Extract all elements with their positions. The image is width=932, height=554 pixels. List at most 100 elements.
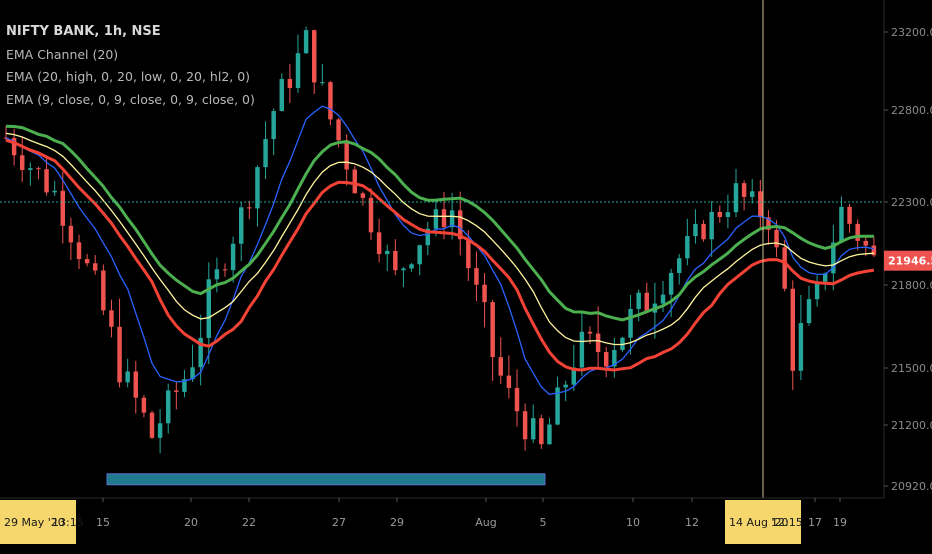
candle-body[interactable] <box>214 269 220 280</box>
candle-body[interactable] <box>19 155 25 170</box>
candle-body[interactable] <box>409 264 414 269</box>
candle-body[interactable] <box>109 310 114 327</box>
candle-body[interactable] <box>660 294 666 304</box>
candle-body[interactable] <box>758 191 763 218</box>
symbol-title[interactable]: NIFTY BANK, 1h, NSE <box>6 24 161 39</box>
candle-body[interactable] <box>141 397 147 413</box>
candle-body[interactable] <box>871 245 877 256</box>
candle-body[interactable] <box>28 168 33 170</box>
candle-body[interactable] <box>247 207 252 209</box>
candle-body[interactable] <box>474 268 479 285</box>
candle-body[interactable] <box>263 139 268 168</box>
candle-body[interactable] <box>417 245 422 265</box>
candle-body[interactable] <box>644 292 650 313</box>
candle-body[interactable] <box>360 193 366 198</box>
candle-body[interactable] <box>457 210 463 240</box>
candle-body[interactable] <box>206 279 212 338</box>
candle-body[interactable] <box>174 390 179 392</box>
candle-body[interactable] <box>587 331 593 334</box>
candle-body[interactable] <box>798 323 804 371</box>
candle-body[interactable] <box>847 206 852 224</box>
candle-body[interactable] <box>863 240 869 246</box>
candle-body[interactable] <box>60 190 66 226</box>
candle-body[interactable] <box>530 418 536 440</box>
candle-body[interactable] <box>855 223 860 241</box>
candle-body[interactable] <box>466 239 471 269</box>
candle-body[interactable] <box>76 242 82 260</box>
candle-body[interactable] <box>579 331 585 368</box>
candle-body[interactable] <box>612 349 617 367</box>
last-price-badge[interactable] <box>884 250 932 271</box>
candle-body[interactable] <box>741 183 747 197</box>
candle-body[interactable] <box>685 236 690 259</box>
candle-body[interactable] <box>11 137 17 156</box>
candle-body[interactable] <box>190 367 195 380</box>
candle-body[interactable] <box>311 30 317 83</box>
candle-body[interactable] <box>384 250 390 255</box>
candle-body[interactable] <box>336 119 341 141</box>
candle-body[interactable] <box>603 352 609 367</box>
candle-body[interactable] <box>44 169 49 193</box>
candle-body[interactable] <box>222 269 228 271</box>
candle-body[interactable] <box>563 384 568 388</box>
candle-body[interactable] <box>433 209 439 229</box>
candle-body[interactable] <box>165 390 171 424</box>
candle-body[interactable] <box>36 168 41 170</box>
candle-body[interactable] <box>320 82 325 84</box>
candle-body[interactable] <box>514 387 520 412</box>
candle-body[interactable] <box>295 53 301 89</box>
candle-body[interactable] <box>806 299 812 324</box>
candle-body[interactable] <box>255 167 260 209</box>
candle-body[interactable] <box>822 273 828 282</box>
candle-body[interactable] <box>149 412 155 438</box>
candle-body[interactable] <box>401 268 406 271</box>
candle-body[interactable] <box>449 210 455 228</box>
candle-body[interactable] <box>636 292 641 309</box>
candle-body[interactable] <box>539 418 544 445</box>
candle-body[interactable] <box>352 169 358 194</box>
candle-body[interactable] <box>839 206 844 243</box>
candle-body[interactable] <box>668 273 674 295</box>
candle-body[interactable] <box>555 387 560 425</box>
candle-body[interactable] <box>230 243 236 271</box>
candle-body[interactable] <box>595 333 601 353</box>
candle-body[interactable] <box>328 82 333 120</box>
candle-body[interactable] <box>628 308 633 338</box>
candle-body[interactable] <box>279 79 285 112</box>
candle-body[interactable] <box>676 258 682 274</box>
candle-body[interactable] <box>814 281 820 300</box>
indicator-ema-close[interactable]: EMA (9, close, 0, 9, close, 0, 9, close,… <box>6 91 255 107</box>
candle-body[interactable] <box>92 263 98 271</box>
candle-body[interactable] <box>490 302 495 358</box>
candle-body[interactable] <box>393 250 398 271</box>
candle-body[interactable] <box>117 326 122 383</box>
candle-body[interactable] <box>693 223 698 237</box>
candle-body[interactable] <box>271 111 276 140</box>
candle-body[interactable] <box>157 423 163 438</box>
candle-body[interactable] <box>766 217 771 230</box>
candle-body[interactable] <box>571 367 577 385</box>
candle-body[interactable] <box>482 284 487 303</box>
candle-body[interactable] <box>52 190 57 193</box>
candle-body[interactable] <box>368 197 374 233</box>
candle-body[interactable] <box>198 337 203 368</box>
candle-body[interactable] <box>749 191 755 197</box>
candle-body[interactable] <box>782 247 787 289</box>
candle-body[interactable] <box>125 371 130 383</box>
candle-body[interactable] <box>725 212 731 217</box>
candle-body[interactable] <box>344 140 349 170</box>
candle-body[interactable] <box>376 232 382 255</box>
candle-body[interactable] <box>68 225 74 243</box>
ema-fast-line[interactable] <box>5 105 875 396</box>
candle-body[interactable] <box>547 424 552 445</box>
ema-mid-line[interactable] <box>5 132 874 346</box>
candle-body[interactable] <box>441 209 447 228</box>
candle-body[interactable] <box>733 183 739 213</box>
candle-body[interactable] <box>709 211 714 240</box>
support-zone[interactable] <box>106 473 546 486</box>
ema-high-line[interactable] <box>5 124 874 322</box>
candle-body[interactable] <box>133 371 139 398</box>
candle-body[interactable] <box>425 228 431 246</box>
candle-body[interactable] <box>701 223 706 240</box>
